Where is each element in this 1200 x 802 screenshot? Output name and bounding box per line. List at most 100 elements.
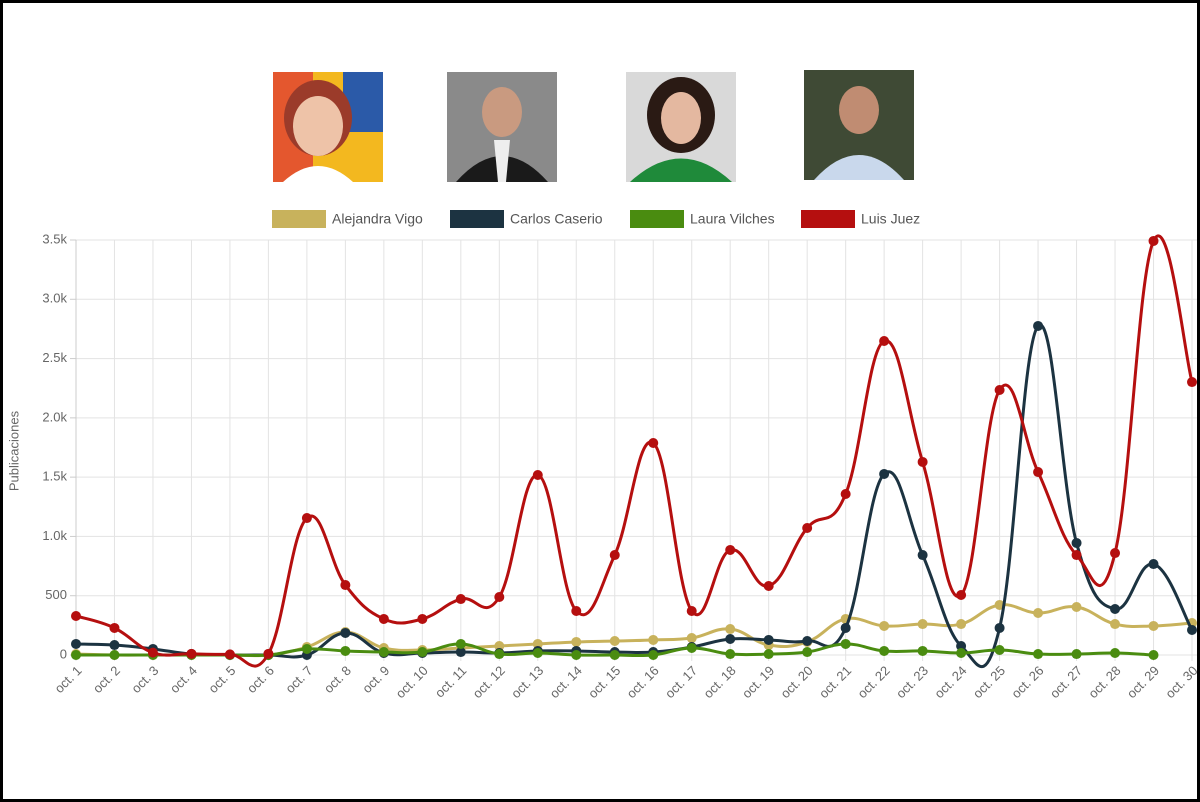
x-tick-label: oct. 8: [321, 663, 354, 696]
data-point: [956, 640, 967, 651]
x-tick-label: oct. 4: [167, 663, 200, 696]
data-point: [71, 610, 81, 621]
photo: [626, 72, 736, 182]
x-tick-label: oct. 25: [970, 663, 1008, 701]
x-tick-label: oct. 15: [585, 663, 623, 701]
x-tick-label: oct. 7: [282, 663, 315, 696]
x-tick-label: oct. 20: [778, 663, 816, 701]
data-point: [725, 624, 736, 635]
legend-swatch: [272, 210, 326, 228]
data-point: [71, 650, 81, 660]
data-point: [879, 468, 890, 479]
x-tick-label: oct. 1: [51, 663, 84, 696]
data-point: [571, 650, 582, 660]
data-point: [340, 627, 351, 638]
legend-label: Laura Vilches: [690, 211, 775, 227]
y-tick-label: 2.0k: [42, 409, 67, 424]
data-point: [840, 622, 851, 633]
data-point: [917, 645, 928, 656]
y-tick-label: 1.5k: [42, 469, 67, 484]
data-point: [378, 647, 389, 658]
y-tick-label: 0: [60, 646, 67, 661]
data-point: [109, 650, 120, 660]
x-tick-label: oct. 5: [205, 663, 238, 696]
data-point: [532, 647, 543, 658]
data-point: [802, 523, 813, 534]
photo: [804, 70, 914, 180]
data-point: [917, 456, 928, 467]
data-point: [494, 640, 505, 651]
data-point: [802, 647, 813, 658]
y-tick-label: 3.5k: [42, 231, 67, 246]
legend-label: Carlos Caserio: [510, 211, 603, 227]
legend-swatch: [450, 210, 504, 228]
data-point: [1110, 647, 1121, 658]
data-point: [340, 645, 351, 656]
data-point: [1148, 650, 1159, 660]
data-point: [1148, 235, 1159, 246]
x-tick-label: oct. 3: [128, 663, 161, 696]
data-point: [609, 636, 620, 647]
data-point: [994, 384, 1005, 395]
y-tick-label: 3.0k: [42, 291, 67, 306]
data-point: [609, 550, 620, 561]
x-tick-label: oct. 17: [662, 663, 700, 701]
data-point: [1148, 620, 1159, 631]
legend-swatch: [630, 210, 684, 228]
data-point: [263, 648, 274, 659]
data-point: [571, 606, 582, 617]
legend-label: Luis Juez: [861, 211, 920, 227]
data-point: [532, 470, 543, 481]
x-tick-label: oct. 13: [508, 663, 546, 701]
data-point: [1033, 320, 1044, 331]
x-tick-label: oct. 21: [816, 663, 854, 701]
data-point: [917, 550, 928, 561]
data-point: [1148, 559, 1159, 570]
data-point: [147, 647, 158, 658]
x-tick-label: oct. 9: [359, 663, 392, 696]
data-point: [301, 643, 312, 654]
data-point: [686, 633, 697, 644]
data-point: [879, 620, 890, 631]
legend-swatch: [801, 210, 855, 228]
data-point: [686, 606, 697, 617]
data-point: [532, 638, 543, 649]
data-point: [186, 648, 197, 659]
photo: [447, 72, 557, 182]
data-point: [1110, 619, 1121, 630]
series-line: [75, 234, 1194, 668]
data-point: [840, 488, 851, 499]
x-tick-label: oct. 26: [1008, 663, 1046, 701]
x-tick-label: oct. 16: [624, 663, 662, 701]
data-point: [686, 643, 697, 654]
data-point: [301, 513, 312, 524]
data-point: [609, 650, 620, 660]
x-tick-label: oct. 30: [1162, 663, 1197, 701]
data-point: [1187, 624, 1197, 635]
data-point: [763, 634, 774, 645]
y-axis-label: Publicaciones: [6, 410, 21, 491]
data-point: [1033, 467, 1044, 478]
photo: [273, 72, 383, 182]
data-point: [956, 647, 967, 658]
x-tick-label: oct. 14: [547, 663, 585, 701]
x-tick-label: oct. 11: [432, 663, 470, 701]
legend-label: Alejandra Vigo: [332, 211, 423, 227]
data-point: [917, 619, 928, 630]
y-tick-label: 2.5k: [42, 350, 67, 365]
data-point: [763, 649, 774, 660]
data-point: [1110, 548, 1121, 559]
x-tick-label: oct. 27: [1047, 663, 1085, 701]
data-point: [1033, 649, 1044, 660]
x-tick-label: oct. 12: [470, 663, 508, 701]
series-line: [75, 323, 1194, 669]
series-line: [75, 603, 1193, 658]
x-tick-label: oct. 22: [854, 663, 892, 701]
y-tick-label: 1.0k: [42, 528, 67, 543]
data-point: [840, 638, 851, 649]
x-tick-label: oct. 29: [1124, 663, 1162, 701]
x-tick-label: oct. 24: [931, 663, 969, 701]
data-point: [1033, 608, 1044, 619]
data-point: [648, 437, 659, 448]
